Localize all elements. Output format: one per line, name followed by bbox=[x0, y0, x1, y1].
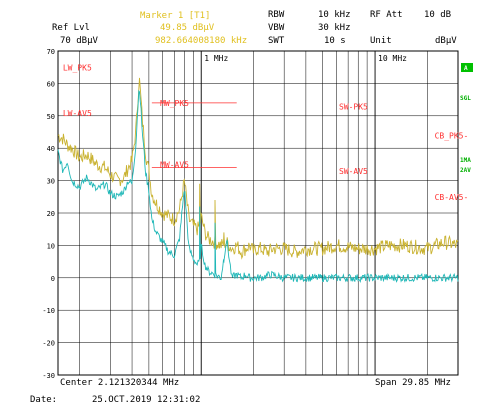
marker-level: 49.85 dBµV bbox=[160, 23, 215, 33]
marker-title: Marker 1 [T1] bbox=[140, 11, 210, 21]
span: Span 29.85 MHz bbox=[375, 378, 451, 388]
unit-value: dBµV bbox=[435, 36, 457, 46]
limit-label: MW-AV5 bbox=[160, 161, 189, 170]
side-indicators: A SGL 1MA 2AV bbox=[460, 63, 473, 174]
x-tick-label: 1 MHz bbox=[204, 54, 228, 63]
limit-label: MW_PK5 bbox=[160, 99, 189, 108]
vbw-label: VBW bbox=[268, 23, 285, 33]
y-tick-label: 20 bbox=[47, 210, 55, 218]
x-tick-label: 10 MHz bbox=[378, 54, 407, 63]
rbw-value: 10 kHz bbox=[318, 10, 351, 20]
trace2-indicator: 2AV bbox=[460, 167, 471, 174]
trace-2AV bbox=[57, 89, 459, 284]
grid bbox=[58, 50, 459, 376]
limit-label: CB_PK5- bbox=[435, 131, 469, 140]
date-label: Date: bbox=[30, 395, 57, 405]
marker-frequency: 982.664008180 kHz bbox=[155, 36, 247, 46]
date-value: 25.OCT.2019 12:31:02 bbox=[92, 395, 200, 405]
y-tick-label: -30 bbox=[42, 372, 55, 380]
traces bbox=[57, 77, 459, 284]
y-tick-label: 30 bbox=[47, 178, 55, 186]
footer: Center 2.121320344 MHz Span 29.85 MHz Da… bbox=[30, 378, 451, 405]
limit-lines bbox=[151, 102, 237, 169]
vbw-value: 30 kHz bbox=[318, 23, 351, 33]
y-tick-label: 10 bbox=[47, 242, 55, 250]
limit-label: SW-AV5 bbox=[339, 167, 368, 176]
trace-a-badge bbox=[461, 63, 473, 72]
header: Ref Lvl 70 dBµV Marker 1 [T1] 49.85 dBµV… bbox=[52, 10, 457, 46]
sgl-indicator: SGL bbox=[460, 95, 471, 102]
x-tick-labels: 1 MHz 10 MHz bbox=[204, 54, 407, 63]
center-frequency: Center 2.121320344 MHz bbox=[60, 378, 179, 388]
swt-value: 10 s bbox=[324, 36, 346, 46]
y-tick-label: 70 bbox=[47, 48, 55, 56]
limit-labels: LW_PK5 LW-AV5 MW_PK5 MW-AV5 SW-PK5 SW-AV5 CB_P… bbox=[63, 63, 468, 202]
limit-label: CB-AV5- bbox=[435, 193, 469, 202]
rf-att-value: 10 dB bbox=[424, 10, 451, 20]
ref-lvl-value: 70 dBµV bbox=[60, 36, 99, 46]
rf-att-label: RF Att bbox=[370, 10, 403, 20]
swt-label: SWT bbox=[268, 36, 285, 46]
limit-label: LW_PK5 bbox=[63, 63, 92, 72]
y-tick-label: 0 bbox=[51, 275, 55, 283]
y-tick-labels: 70 60 50 40 30 20 10 0 -10 -20 -30 bbox=[42, 48, 55, 380]
trace-a-label: A bbox=[464, 65, 468, 72]
ref-lvl-label: Ref Lvl bbox=[52, 23, 90, 33]
trace-1MA bbox=[57, 77, 459, 260]
y-tick-label: 40 bbox=[47, 145, 55, 153]
y-tick-label: 50 bbox=[47, 113, 55, 121]
y-tick-label: -20 bbox=[42, 340, 55, 348]
limit-label: SW-PK5 bbox=[339, 102, 368, 111]
trace1-indicator: 1MA bbox=[460, 157, 471, 164]
y-tick-label: -10 bbox=[42, 307, 55, 315]
limit-label: LW-AV5 bbox=[63, 109, 92, 118]
unit-label: Unit bbox=[370, 36, 392, 46]
rbw-label: RBW bbox=[268, 10, 285, 20]
y-tick-label: 60 bbox=[47, 80, 55, 88]
